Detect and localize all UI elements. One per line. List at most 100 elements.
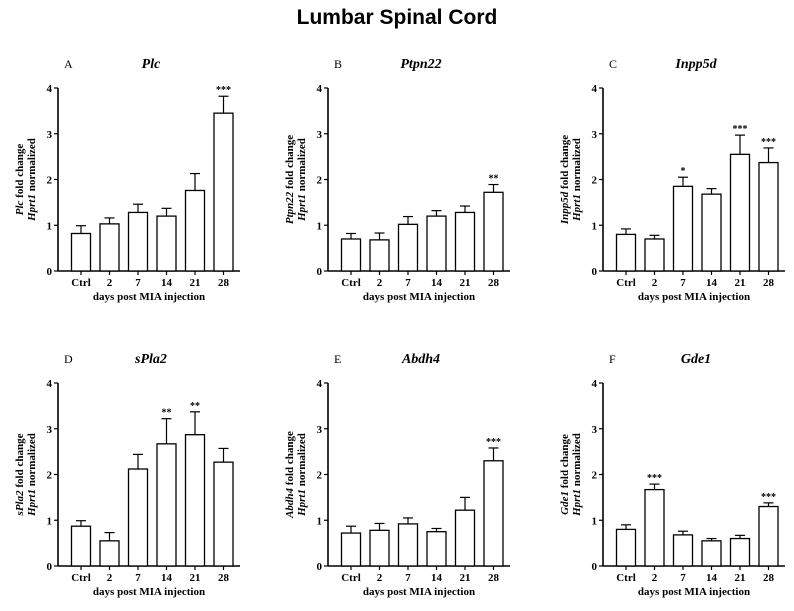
- panel-c-x-title: days post MIA injection: [638, 291, 750, 303]
- panel-b-y-tick-label: 0: [317, 266, 323, 278]
- panel-e-significance: ***: [486, 437, 501, 448]
- panel-a-x-tick-label: 2: [107, 277, 113, 289]
- panel-e-bar: [454, 509, 476, 567]
- panel-f-y-tick-label: 0: [592, 561, 598, 573]
- panel-a-y-tick-label: 3: [47, 129, 53, 141]
- panel-f-bar: [758, 505, 779, 567]
- panel-a-y-title-line1: Plc fold change: [14, 144, 26, 216]
- panel-c-bar: [701, 193, 722, 272]
- panel-d-y-tick-label: 3: [47, 424, 53, 436]
- panel-e-letter: E: [334, 352, 341, 366]
- panel-f-x-tick-label: 7: [680, 572, 686, 584]
- panel-f-bar: [729, 537, 751, 567]
- panel-d-significance: **: [162, 408, 172, 419]
- panel-c-x-tick-label: 2: [652, 277, 658, 289]
- panel-e-bar: [426, 531, 447, 567]
- panel-b-y-title-line2: Hprt1 normalized: [296, 138, 308, 222]
- panel-a-y-title-line2: Hprt1 normalized: [26, 138, 38, 222]
- panel-c-significance: ***: [761, 137, 776, 148]
- panel-e-bar: [483, 460, 504, 567]
- panel-f-x-title: days post MIA injection: [638, 586, 750, 598]
- panel-e-bar: [369, 529, 390, 567]
- panel-e-x-tick-label: 14: [431, 572, 443, 584]
- panel-a-bar: [99, 223, 120, 272]
- figure-title: Lumbar Spinal Cord: [296, 6, 498, 29]
- panel-d-bar: [99, 540, 120, 567]
- panel-c-significance: ***: [733, 124, 748, 135]
- panel-c-title: Inpp5d: [674, 57, 717, 72]
- panel-a-letter: A: [64, 57, 73, 71]
- panel-d-significance: **: [190, 401, 200, 412]
- panel-b-y-tick-label: 3: [317, 129, 323, 141]
- panel-c-bar: [758, 161, 779, 272]
- panel-e-x-tick-label: 28: [488, 572, 500, 584]
- panel-c-y-tick-label: 3: [592, 129, 598, 141]
- panel-f-x-tick-label: 28: [763, 572, 775, 584]
- panel-d-bar: [156, 443, 177, 567]
- panel-d-bar: [70, 525, 92, 567]
- panel-b-x-tick-label: 21: [460, 277, 471, 289]
- panel-c-y-title-line2: Hprt1 normalized: [571, 138, 583, 222]
- panel-b-significance: **: [489, 174, 499, 185]
- panel-c-y-tick-label: 4: [592, 83, 598, 95]
- panel-d-title: sPla2: [134, 352, 167, 367]
- panel-d-x-tick-label: Ctrl: [71, 572, 91, 584]
- panel-a-x-tick-label: 14: [161, 277, 173, 289]
- panel-e-bar: [340, 532, 362, 567]
- panel-d-y-tick-label: 2: [47, 470, 53, 482]
- panel-f-y-tick-label: 3: [592, 424, 598, 436]
- panel-f-significance: ***: [761, 492, 776, 503]
- panel-b-x-tick-label: 7: [405, 277, 411, 289]
- panel-c-bar: [644, 238, 665, 272]
- panel-a-bar: [213, 112, 234, 272]
- panel-a-title: Plc: [142, 57, 161, 72]
- panel-a-y-tick-label: 0: [47, 266, 53, 278]
- panel-e-x-tick-label: 21: [460, 572, 471, 584]
- panel-b-x-tick-label: 28: [488, 277, 500, 289]
- panel-a-bar: [127, 211, 149, 272]
- panel-f-x-tick-label: 2: [652, 572, 658, 584]
- panel-e-y-title-line2: Hprt1 normalized: [296, 433, 308, 517]
- panel-e-bar: [397, 523, 419, 567]
- panel-f-x-tick-label: 14: [706, 572, 718, 584]
- panel-a-y-tick-label: 4: [47, 83, 53, 95]
- panel-e-y-tick-label: 4: [317, 378, 323, 390]
- panel-b-x-tick-label: 14: [431, 277, 443, 289]
- panel-c-significance: *: [681, 166, 686, 177]
- panel-b-x-title: days post MIA injection: [363, 291, 475, 303]
- panel-a-x-tick-label: 28: [218, 277, 230, 289]
- panel-d-y-title-line2: Hprt1 normalized: [26, 433, 38, 517]
- panel-d-bar: [184, 434, 206, 567]
- panel-b-x-tick-label: Ctrl: [341, 277, 361, 289]
- panel-f-y-tick-label: 4: [592, 378, 598, 390]
- panel-d-x-title: days post MIA injection: [93, 586, 205, 598]
- panel-e-title: Abdh4: [401, 352, 440, 367]
- panel-a-bar: [70, 232, 92, 272]
- panel-e-x-tick-label: 2: [377, 572, 383, 584]
- panel-d-x-tick-label: 14: [161, 572, 173, 584]
- panel-f-bar: [701, 540, 722, 567]
- panel-a-x-tick-label: 21: [190, 277, 201, 289]
- panel-b-bar: [369, 239, 390, 272]
- panel-c-x-tick-label: 21: [735, 277, 746, 289]
- panel-f-bar: [644, 488, 665, 567]
- panel-a-y-tick-label: 1: [47, 220, 53, 232]
- panel-d-y-tick-label: 1: [47, 515, 53, 527]
- panel-b-y-tick-label: 1: [317, 220, 323, 232]
- panel-a-bar: [184, 189, 206, 272]
- panel-b-y-title-line1: Ptpn22 fold change: [284, 135, 296, 224]
- panel-c-x-tick-label: 7: [680, 277, 686, 289]
- panel-c-bar: [729, 153, 751, 272]
- panel-d-x-tick-label: 7: [135, 572, 141, 584]
- panel-d-y-title-line1: sPla2 fold change: [14, 433, 26, 516]
- panel-f-y-tick-label: 2: [592, 470, 598, 482]
- panel-f-y-title-line2: Hprt1 normalized: [571, 433, 583, 517]
- panel-b-y-tick-label: 4: [317, 83, 323, 95]
- panel-d-x-tick-label: 28: [218, 572, 230, 584]
- panel-b-bar: [426, 215, 447, 272]
- panel-c-y-tick-label: 1: [592, 220, 598, 232]
- panel-d-x-tick-label: 2: [107, 572, 113, 584]
- panel-d-y-tick-label: 0: [47, 561, 53, 573]
- panel-e-y-tick-label: 0: [317, 561, 323, 573]
